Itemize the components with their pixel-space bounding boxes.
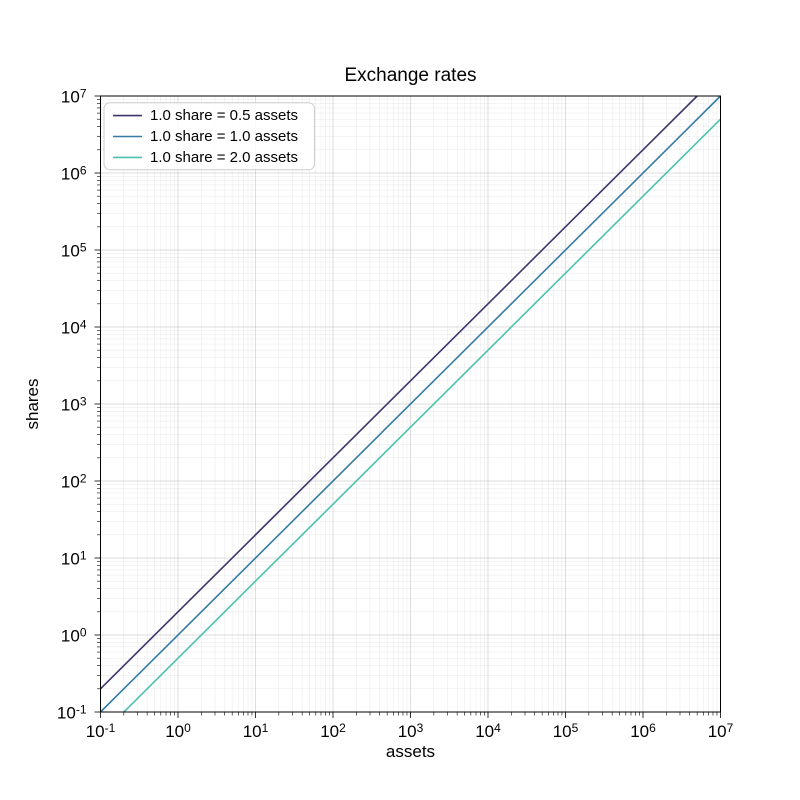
svg-text:assets: assets [386, 742, 435, 761]
svg-text:Exchange rates: Exchange rates [344, 65, 476, 86]
svg-text:1.0 share = 1.0 assets: 1.0 share = 1.0 assets [150, 128, 298, 145]
svg-text:1.0 share = 2.0 assets: 1.0 share = 2.0 assets [150, 149, 298, 166]
svg-text:shares: shares [23, 378, 42, 429]
svg-text:1.0 share = 0.5 assets: 1.0 share = 0.5 assets [150, 107, 298, 124]
